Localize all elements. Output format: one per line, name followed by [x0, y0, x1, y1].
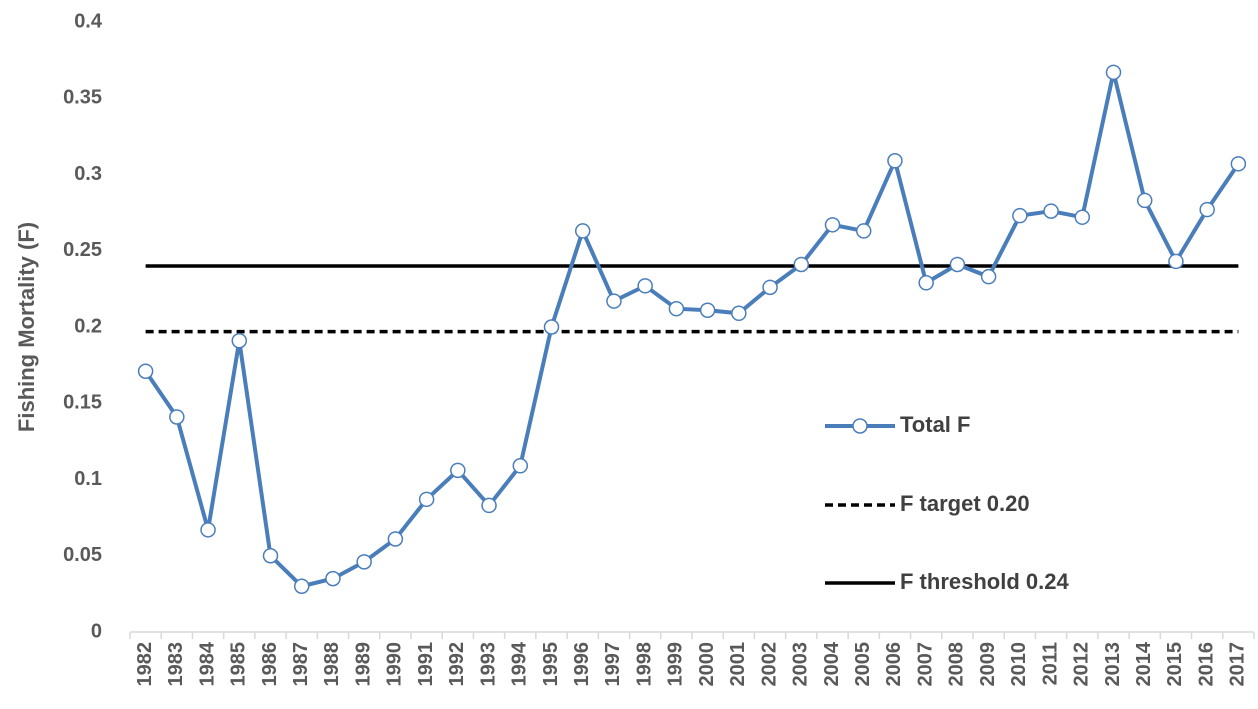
data-point — [855, 223, 872, 239]
y-axis-label: Fishing Mortality (F) — [14, 222, 39, 432]
x-tick-label: 2001 — [727, 642, 749, 687]
data-point — [918, 275, 934, 291]
x-tick-label: 1982 — [134, 642, 156, 687]
data-point — [262, 548, 279, 564]
legend-label: F threshold 0.24 — [900, 569, 1069, 594]
x-tick-label: 2004 — [821, 641, 843, 686]
data-point — [1230, 156, 1247, 172]
data-point — [356, 554, 372, 570]
x-tick-label: 2003 — [790, 642, 812, 687]
data-point — [949, 256, 966, 273]
x-tick-label: 2008 — [946, 642, 968, 687]
data-point — [200, 522, 216, 538]
y-tick-label: 0.1 — [74, 468, 102, 490]
y-tick-label: 0.15 — [63, 392, 102, 414]
data-point — [1074, 209, 1091, 225]
x-tick-label: 2007 — [914, 642, 936, 687]
x-tick-label: 1991 — [415, 642, 437, 687]
data-point — [668, 300, 685, 317]
x-tick-label: 1985 — [228, 642, 250, 687]
x-tick-label: 1998 — [633, 642, 655, 687]
data-point — [169, 409, 185, 425]
y-tick-label: 0.05 — [63, 544, 102, 566]
data-point — [418, 491, 435, 508]
data-point — [980, 268, 997, 285]
x-tick-label: 2005 — [852, 642, 874, 687]
data-point — [512, 458, 529, 474]
x-tick-label: 1984 — [196, 641, 218, 686]
x-tick-label: 1994 — [509, 641, 531, 686]
data-point — [699, 302, 716, 318]
data-point — [231, 332, 248, 349]
data-point — [793, 256, 810, 273]
x-tick-label: 2015 — [1164, 642, 1186, 687]
data-point — [1199, 201, 1215, 218]
data-point — [543, 319, 560, 335]
x-tick-label: 2000 — [696, 642, 718, 687]
data-point — [762, 279, 778, 296]
x-tick-label: 1993 — [477, 642, 499, 687]
data-point — [606, 293, 622, 309]
data-point — [887, 153, 903, 169]
data-point — [1012, 207, 1028, 224]
x-tick-label: 2012 — [1071, 642, 1093, 687]
data-point — [325, 570, 341, 587]
legend-label: F target 0.20 — [900, 491, 1030, 516]
data-point — [574, 223, 591, 239]
data-point — [293, 578, 310, 594]
x-tick-label: 2014 — [1133, 641, 1155, 686]
x-tick-label: 2017 — [1227, 642, 1249, 687]
y-tick-label: 0.2 — [74, 315, 102, 337]
x-tick-label: 1999 — [665, 642, 687, 687]
x-tick-label: 2013 — [1102, 642, 1124, 687]
x-tick-label: 1983 — [165, 642, 187, 687]
data-point — [1168, 253, 1184, 270]
series-line — [143, 71, 1241, 589]
x-tick-label: 1989 — [352, 642, 374, 687]
x-tick-label: 1986 — [259, 642, 281, 687]
y-tick-label: 0 — [91, 620, 102, 642]
data-point — [1043, 203, 1059, 219]
x-tick-label: 1988 — [321, 642, 343, 687]
data-point — [387, 531, 404, 547]
data-point — [824, 217, 841, 233]
x-tick-label: 1997 — [602, 642, 624, 687]
x-tick-label: 2009 — [977, 642, 999, 687]
y-tick-label: 0.3 — [74, 163, 102, 185]
x-tick-label: 2011 — [1039, 642, 1061, 685]
data-point — [137, 363, 154, 379]
y-tick-label: 0.4 — [74, 10, 103, 32]
legend-marker — [852, 418, 868, 434]
legend-label: Total F — [900, 412, 970, 437]
x-tick-label: 1992 — [446, 642, 468, 687]
x-tick-label: 1996 — [571, 642, 593, 687]
data-point — [1136, 192, 1153, 209]
data-point — [1105, 64, 1122, 81]
data-point — [481, 497, 497, 514]
x-tick-label: 1995 — [540, 642, 562, 687]
x-tick-label: 2010 — [1008, 642, 1030, 687]
y-tick-label: 0.35 — [63, 87, 102, 109]
data-point — [731, 305, 747, 322]
x-tick-label: 1987 — [290, 642, 312, 687]
x-tick-label: 1990 — [384, 642, 406, 687]
x-tick-label: 2016 — [1195, 642, 1217, 687]
y-tick-label: 0.25 — [63, 239, 102, 261]
x-tick-label: 2002 — [758, 642, 780, 687]
data-point — [637, 278, 653, 294]
x-tick-label: 2006 — [883, 642, 905, 687]
data-point — [450, 462, 466, 479]
